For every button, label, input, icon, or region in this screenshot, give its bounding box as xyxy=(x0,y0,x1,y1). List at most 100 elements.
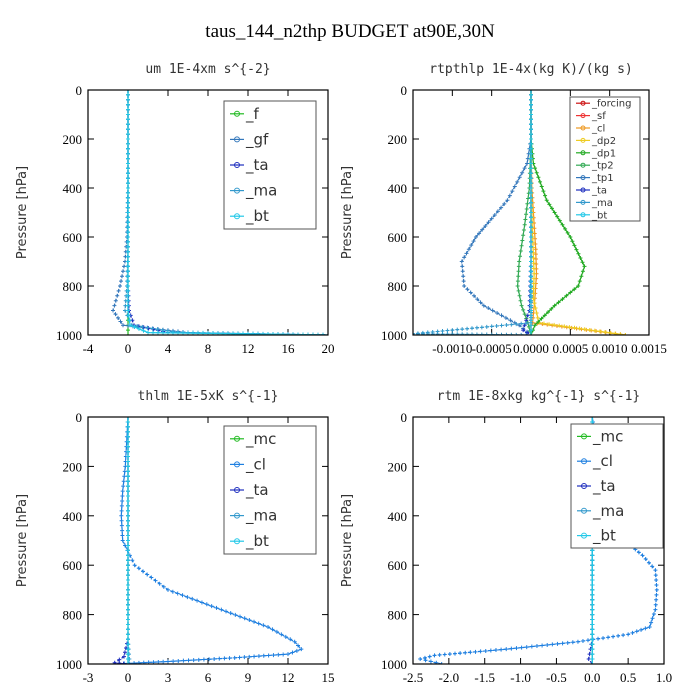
data-point xyxy=(121,479,126,484)
data-point xyxy=(533,306,538,311)
data-point xyxy=(214,605,219,610)
legend-label: _ma xyxy=(245,182,277,201)
legend-label: _gf xyxy=(245,130,269,149)
chart-title: thlm 1E-5xK s^{-1} xyxy=(138,389,279,404)
data-point xyxy=(560,641,565,646)
data-point xyxy=(470,326,474,331)
data-point xyxy=(576,284,581,288)
x-tick-label: -0.5 xyxy=(546,670,567,685)
data-point xyxy=(111,308,115,313)
data-point xyxy=(499,323,504,328)
data-point xyxy=(557,218,562,223)
data-point xyxy=(430,331,435,335)
data-point xyxy=(535,315,540,320)
y-axis-label: Pressure [hPa] xyxy=(340,166,355,259)
data-point xyxy=(545,642,550,647)
x-tick-label: 0.0005 xyxy=(552,341,588,356)
data-point xyxy=(242,655,247,660)
data-point xyxy=(119,523,124,528)
data-point xyxy=(112,660,117,664)
data-point xyxy=(634,629,639,634)
data-point xyxy=(550,642,555,647)
data-point xyxy=(649,620,654,625)
data-point xyxy=(576,251,581,256)
data-point xyxy=(126,508,130,513)
y-tick-label: 800 xyxy=(388,608,408,623)
data-point xyxy=(503,315,508,320)
data-point xyxy=(126,274,130,279)
x-tick-label: 8 xyxy=(205,341,212,356)
data-point xyxy=(590,563,595,568)
data-point xyxy=(171,330,175,335)
legend-label: _ta xyxy=(245,481,269,500)
legend-label: _bt xyxy=(592,527,616,546)
data-point xyxy=(478,649,483,654)
data-point xyxy=(126,102,130,107)
data-point xyxy=(547,322,552,327)
data-point xyxy=(126,205,130,210)
data-point xyxy=(126,244,130,249)
x-tick-label: 0.0010 xyxy=(592,341,628,356)
data-point xyxy=(126,303,130,308)
data-point xyxy=(560,222,565,227)
data-point xyxy=(126,225,130,230)
data-point xyxy=(608,330,613,335)
y-tick-label: 0 xyxy=(76,410,83,425)
data-point xyxy=(529,313,533,318)
data-point xyxy=(531,250,536,255)
data-point xyxy=(126,582,130,587)
data-point xyxy=(434,660,439,664)
data-point xyxy=(425,331,430,335)
y-tick-label: 400 xyxy=(63,181,83,196)
legend-label: _cl xyxy=(245,455,266,474)
data-point xyxy=(529,288,533,293)
data-point xyxy=(439,662,444,664)
data-point xyxy=(590,417,595,419)
legend-marker xyxy=(580,125,586,131)
data-point xyxy=(529,205,533,210)
data-point xyxy=(489,216,494,221)
data-point xyxy=(516,274,521,279)
data-point xyxy=(486,306,491,311)
data-point xyxy=(519,645,524,650)
data-point xyxy=(126,269,130,274)
data-point xyxy=(126,434,130,439)
legend-marker xyxy=(581,483,587,489)
data-point xyxy=(465,332,470,335)
data-point xyxy=(521,233,526,238)
data-point xyxy=(247,618,252,623)
data-point xyxy=(196,657,201,662)
data-point xyxy=(126,249,130,254)
data-point xyxy=(563,226,568,231)
data-point xyxy=(532,271,537,276)
data-point xyxy=(156,659,161,664)
y-tick-label: 600 xyxy=(388,558,408,573)
plot-frame xyxy=(87,416,329,665)
data-point xyxy=(590,568,595,573)
x-tick-label: 0.0 xyxy=(584,670,600,685)
data-point xyxy=(549,306,554,311)
data-point xyxy=(126,444,130,449)
legend-label: _cl xyxy=(592,452,613,471)
data-point xyxy=(640,553,645,558)
data-point xyxy=(283,634,288,639)
data-point xyxy=(531,261,536,266)
legend-label: _bt xyxy=(245,207,269,226)
data-point xyxy=(246,331,250,335)
data-point xyxy=(455,332,460,335)
data-point xyxy=(170,589,175,594)
data-point xyxy=(126,298,130,303)
x-tick-label: 9 xyxy=(245,670,252,685)
data-point xyxy=(556,300,561,305)
y-tick-label: 0 xyxy=(401,410,408,425)
data-point xyxy=(543,193,548,198)
data-point xyxy=(529,90,533,92)
data-point xyxy=(529,200,533,205)
data-point xyxy=(126,543,130,548)
data-point xyxy=(582,264,587,269)
data-point xyxy=(274,629,279,634)
chart-panel-1: um 1E-4xm s^{-2} Pressure [hPa] -4 0 4 8 12 16 2… xyxy=(15,62,335,356)
data-point xyxy=(490,308,495,313)
data-point xyxy=(517,254,522,259)
